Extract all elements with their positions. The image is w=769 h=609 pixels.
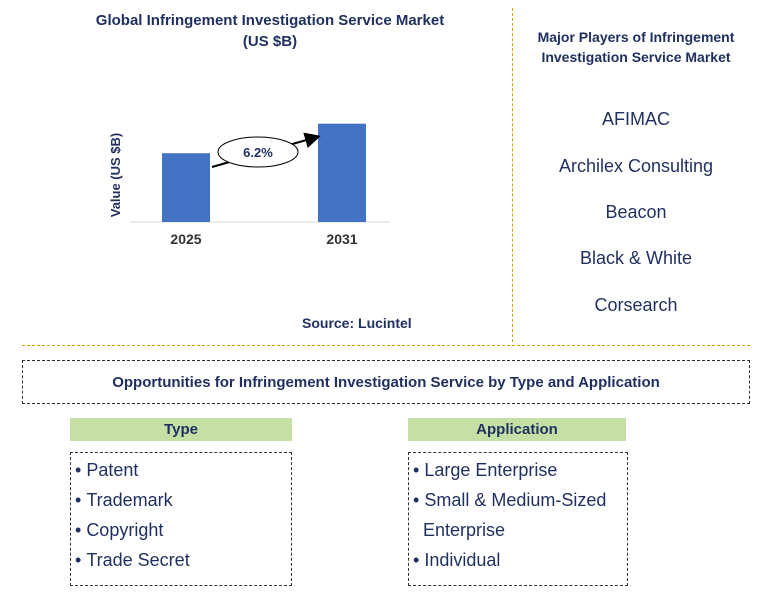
application-item-label: Small & Medium-Sized xyxy=(424,490,607,510)
chart-title: Global Infringement Investigation Servic… xyxy=(60,10,480,52)
players-title-line2: Investigation Service Market xyxy=(541,49,731,65)
list-item: Enterprise xyxy=(413,515,623,545)
opportunities-title: Opportunities for Infringement Investiga… xyxy=(112,373,660,391)
list-item: • Small & Medium-Sized xyxy=(413,490,607,510)
player-afimac: AFIMAC xyxy=(601,109,670,129)
bar-chart: Value (US $B) 2025 2031 6.2% xyxy=(108,123,390,247)
type-list: • Patent • Trademark • Copyright • Trade Sec… xyxy=(70,452,292,586)
opportunities-title-box: Opportunities for Infringement Investiga… xyxy=(22,360,750,404)
growth-annotation: 6.2% xyxy=(243,145,273,160)
player-corsearch: Corsearch xyxy=(594,295,678,315)
growth-annotation-bubble xyxy=(217,136,299,168)
players-title-line1: Major Players of Infringement xyxy=(537,29,735,45)
y-axis-label: Value (US $B) xyxy=(108,133,123,218)
x-tick-2025: 2025 xyxy=(170,231,201,247)
chart-title-line1: Global Infringement Investigation Servic… xyxy=(95,12,445,29)
bar-2031 xyxy=(318,123,366,222)
horizontal-divider xyxy=(22,345,750,346)
type-item-label: Copyright xyxy=(86,520,164,540)
list-item: • Individual xyxy=(413,550,501,570)
list-item: • Trade Secret xyxy=(75,550,190,570)
application-item-label: Large Enterprise xyxy=(424,460,558,480)
vertical-divider xyxy=(512,8,513,342)
list-item: • Patent xyxy=(75,460,139,480)
x-tick-2031: 2031 xyxy=(326,231,357,247)
source-label: Source: Lucintel xyxy=(302,315,412,331)
application-list: • Large Enterprise • Small & Medium-Sized … xyxy=(408,452,628,586)
bar-2025 xyxy=(162,153,210,222)
list-item: • Trademark xyxy=(75,490,173,510)
type-header: Type xyxy=(70,418,292,441)
player-beacon: Beacon xyxy=(605,202,667,222)
application-header: Application xyxy=(408,418,626,441)
application-item-label: Enterprise xyxy=(423,520,506,540)
list-item: • Copyright xyxy=(75,520,164,540)
chart-title-line2: (US $B) xyxy=(242,33,298,50)
player-archilex-consulting: Archilex Consulting xyxy=(558,156,714,176)
player-black-and-white: Black & White xyxy=(579,248,693,268)
type-item-label: Trade Secret xyxy=(86,550,190,570)
application-item-label: Individual xyxy=(424,550,501,570)
type-item-label: Trademark xyxy=(86,490,173,510)
players-title: Major Players of Infringement Investigat… xyxy=(518,27,754,67)
type-item-label: Patent xyxy=(86,460,139,480)
list-item: • Large Enterprise xyxy=(413,460,558,480)
